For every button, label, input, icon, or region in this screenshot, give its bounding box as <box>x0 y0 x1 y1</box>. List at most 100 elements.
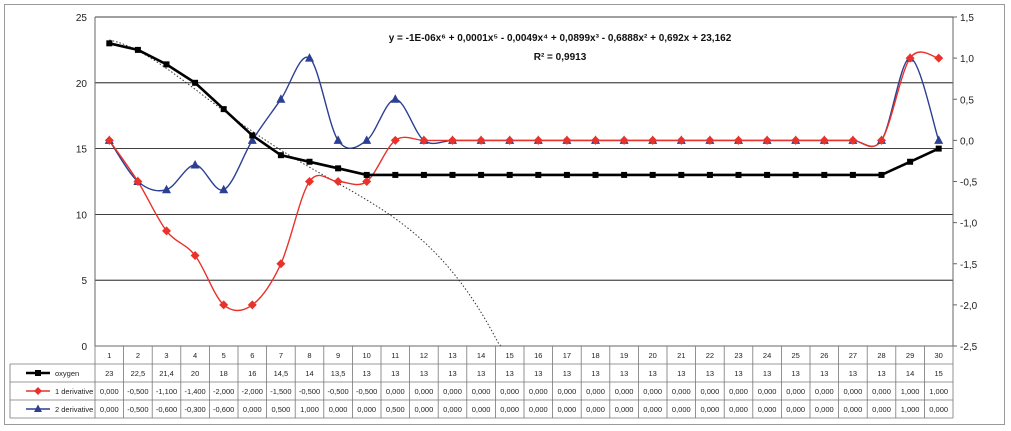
data-point <box>935 145 942 152</box>
data-point <box>849 171 856 178</box>
x-tick-label: 5 <box>222 351 226 360</box>
table-cell: 0,000 <box>100 387 119 396</box>
data-point <box>821 171 828 178</box>
table-cell: 1,000 <box>929 387 948 396</box>
series-line-1-derivative <box>108 51 939 312</box>
table-cell: 0,000 <box>329 405 348 414</box>
grid-lines <box>94 16 954 347</box>
table-cell: 0,000 <box>758 387 777 396</box>
data-point <box>592 171 599 178</box>
table-cell: 21,4 <box>159 369 174 378</box>
y2-tick-label: 1,5 <box>960 13 974 24</box>
y-tick-label: 20 <box>76 79 88 90</box>
data-point <box>706 171 713 178</box>
table-cell: 0,000 <box>586 387 605 396</box>
table-cell: 0,000 <box>415 387 434 396</box>
table-cell: 0,000 <box>815 387 834 396</box>
table-cell: 0,000 <box>615 405 634 414</box>
data-point <box>819 135 829 145</box>
table-cell: 13 <box>563 369 571 378</box>
data-point <box>676 135 686 145</box>
table-cell: 0,000 <box>815 405 834 414</box>
table-cell: 1,000 <box>300 405 319 414</box>
data-point <box>905 53 915 63</box>
table-cell: 0,000 <box>443 387 462 396</box>
data-point <box>591 135 600 145</box>
x-tick-label: 30 <box>935 351 943 360</box>
data-point <box>305 177 314 186</box>
table-cell: -2,000 <box>242 387 263 396</box>
data-point <box>848 135 858 145</box>
data-point <box>621 171 628 178</box>
y2-tick-label: 0,5 <box>960 95 974 106</box>
data-point <box>791 135 801 145</box>
legend-label: 1 derivative <box>55 387 93 396</box>
table-cell: -0,500 <box>127 387 148 396</box>
data-point <box>104 135 114 145</box>
x-tick-label: 12 <box>420 351 428 360</box>
data-point <box>907 158 914 165</box>
table-cell: 13 <box>792 369 800 378</box>
table-cell: 13,5 <box>331 369 346 378</box>
table-cell: 0,000 <box>100 405 119 414</box>
table-cell: 0,000 <box>786 387 805 396</box>
table-cell: 13 <box>677 369 685 378</box>
table-cell: -0,500 <box>127 405 148 414</box>
table-cell: 0,000 <box>701 387 720 396</box>
table-cell: 0,000 <box>357 405 376 414</box>
legend-label: oxygen <box>55 369 79 378</box>
table-cell: 0,000 <box>529 387 548 396</box>
table-cell: 14,5 <box>274 369 289 378</box>
table-cell: -0,500 <box>356 387 377 396</box>
x-tick-label: 11 <box>391 351 399 360</box>
data-point <box>190 251 200 261</box>
data-point <box>734 135 743 145</box>
table-cell: 18 <box>220 369 228 378</box>
data-point <box>478 171 485 178</box>
data-point <box>705 135 715 145</box>
table-cell: 0,000 <box>872 405 891 414</box>
y-tick-label: 5 <box>81 276 87 287</box>
data-point <box>419 135 429 145</box>
trendline <box>109 39 939 347</box>
x-tick-label: 28 <box>877 351 885 360</box>
x-tick-label: 13 <box>448 351 456 360</box>
data-point <box>134 46 141 53</box>
x-tick-label: 9 <box>336 351 340 360</box>
x-tick-label: 3 <box>164 351 168 360</box>
table-cell: 0,000 <box>844 387 863 396</box>
x-tick-label: 23 <box>734 351 742 360</box>
data-point <box>648 135 658 145</box>
series-line-oxygen <box>109 42 940 177</box>
data-point <box>735 171 742 178</box>
data-point <box>449 171 456 178</box>
table-cell: 13 <box>477 369 485 378</box>
data-table: 1 2 3 4 5 6 7 8 9 10 11 12 13 14 15 16 17 18 19 20 21 22 23 24 2… <box>9 345 954 419</box>
data-point <box>762 135 772 145</box>
x-tick-label: 24 <box>763 351 771 360</box>
x-tick-label: 8 <box>307 351 311 360</box>
x-tick-label: 22 <box>706 351 714 360</box>
x-tick-label: 6 <box>250 351 254 360</box>
table-cell: 0,000 <box>758 405 777 414</box>
table-cell: 13 <box>506 369 514 378</box>
table-cell: -0,300 <box>184 405 205 414</box>
x-tick-label: 1 <box>107 351 111 360</box>
data-point <box>934 53 944 63</box>
data-point <box>219 300 229 310</box>
data-point <box>306 158 313 165</box>
table-cell: 0,000 <box>472 405 491 414</box>
table-cell: -1,400 <box>184 387 205 396</box>
trendline-equation: y = -1E-06x⁶ + 0,0001x⁵ - 0,0049x⁴ + 0,0… <box>389 33 732 44</box>
data-point <box>420 171 427 178</box>
y2-tick-label: -0,5 <box>960 178 978 189</box>
data-point <box>678 171 685 178</box>
table-cell: 0,000 <box>701 405 720 414</box>
data-point <box>249 132 256 139</box>
table-cell: 13 <box>763 369 771 378</box>
y-tick-label: 25 <box>76 13 88 24</box>
data-point <box>333 135 343 144</box>
table-cell: 13 <box>649 369 657 378</box>
polynomial-trendline <box>109 39 939 347</box>
